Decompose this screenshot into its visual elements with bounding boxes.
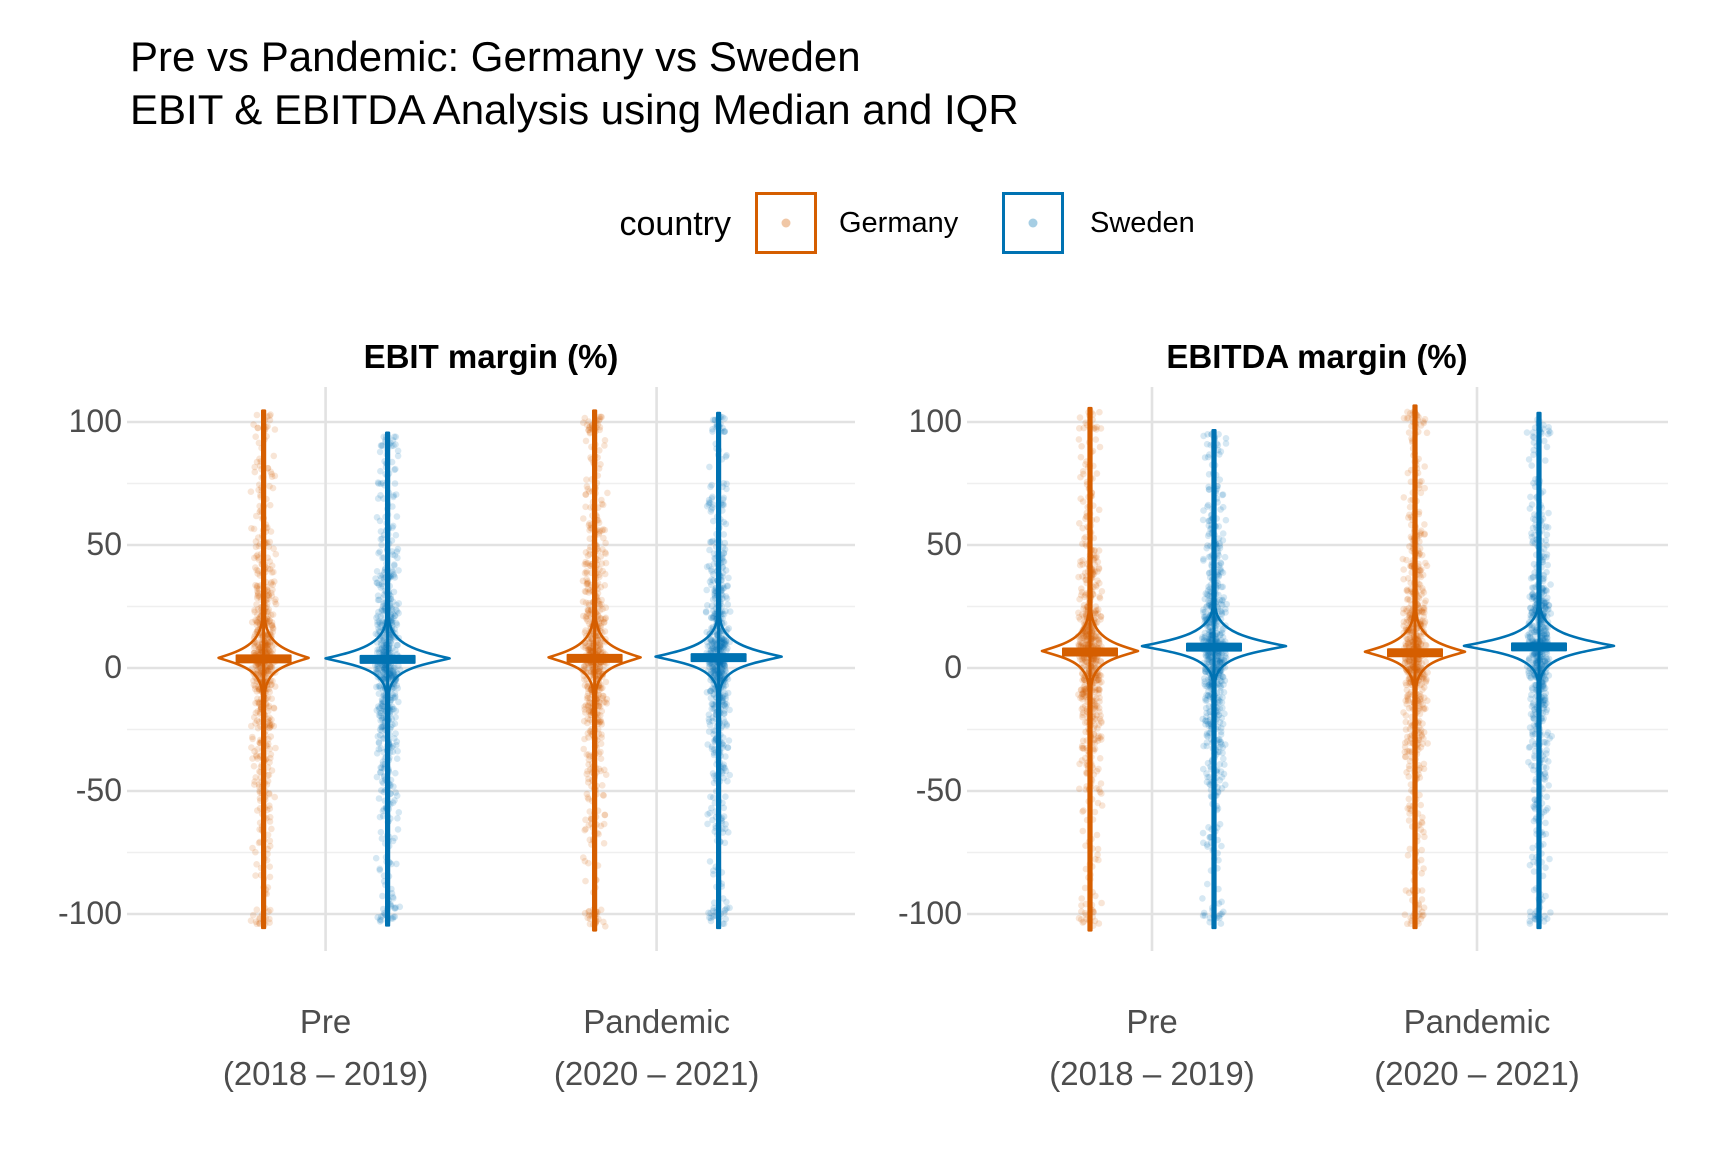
median-crossbar xyxy=(1062,647,1118,657)
median-crossbar xyxy=(1387,648,1443,658)
y-axis-tick-label: -50 xyxy=(75,771,122,808)
violin-sweden-pre xyxy=(324,431,451,927)
plot-title-line2: EBIT & EBITDA Analysis using Median and … xyxy=(130,86,1019,133)
x-tick-line2: (2018 – 2019) xyxy=(222,1055,429,1092)
median-crossbar xyxy=(1511,642,1567,652)
median-crossbar xyxy=(690,653,747,663)
violin-germany-pre xyxy=(1040,406,1140,932)
x-tick-line1: Pandemic xyxy=(1403,1003,1551,1040)
point-icon xyxy=(1028,218,1038,228)
legend-key-germany xyxy=(755,192,817,254)
facet-title-ebitda: EBITDA margin (%) xyxy=(1166,338,1468,375)
x-axis-tick-label: Pandemic (2020 – 2021) xyxy=(1374,1003,1580,1093)
y-axis-tick-label: -100 xyxy=(57,894,122,931)
x-tick-line2: (2018 – 2019) xyxy=(1049,1055,1255,1092)
x-tick-line1: Pre xyxy=(299,1003,352,1040)
violin-germany-pandemic xyxy=(547,409,642,932)
x-axis-tick-label: Pre (2018 – 2019) xyxy=(223,1003,429,1093)
median-crossbar xyxy=(566,653,623,663)
median-crossbar xyxy=(1186,642,1242,652)
y-axis-tick-label: 100 xyxy=(908,402,962,439)
point-icon xyxy=(781,218,791,228)
gridlines xyxy=(127,387,855,951)
x-axis-tick-label: Pandemic (2020 – 2021) xyxy=(554,1003,760,1093)
violin-sweden-pre xyxy=(1140,429,1288,930)
x-tick-line1: Pandemic xyxy=(583,1003,730,1040)
y-axis-tick-label: 50 xyxy=(926,525,962,562)
x-axis-tick-label: Pre (2018 – 2019) xyxy=(1049,1003,1255,1093)
legend-title: country xyxy=(619,205,732,243)
median-crossbar xyxy=(235,654,292,664)
y-axis-tick-label: -100 xyxy=(897,894,962,931)
y-axis-tick-label: 0 xyxy=(104,648,122,685)
violin-sweden-pandemic xyxy=(654,411,783,930)
plot-title: Pre vs Pandemic: Germany vs Sweden EBIT … xyxy=(130,30,1019,136)
violin-germany-pandemic xyxy=(1363,404,1467,930)
y-axis-tick-label: 50 xyxy=(86,525,122,562)
y-axis-tick-label: 100 xyxy=(68,402,122,439)
x-tick-line1: Pre xyxy=(1126,1003,1178,1040)
legend-label-sweden: Sweden xyxy=(1090,207,1195,239)
plot-title-line1: Pre vs Pandemic: Germany vs Sweden xyxy=(130,33,861,80)
x-tick-line2: (2020 – 2021) xyxy=(553,1055,760,1092)
y-axis-tick-label: 0 xyxy=(944,648,962,685)
y-axis-tick-label: -50 xyxy=(915,771,962,808)
violin-sweden-pandemic xyxy=(1462,411,1616,930)
facet-title-ebit: EBIT margin (%) xyxy=(363,338,619,375)
legend-key-sweden xyxy=(1002,192,1064,254)
x-tick-line2: (2020 – 2021) xyxy=(1374,1055,1580,1092)
gridlines xyxy=(967,387,1668,951)
median-crossbar xyxy=(359,654,416,664)
legend-label-germany: Germany xyxy=(839,207,959,239)
violin-germany-pre xyxy=(217,409,310,930)
